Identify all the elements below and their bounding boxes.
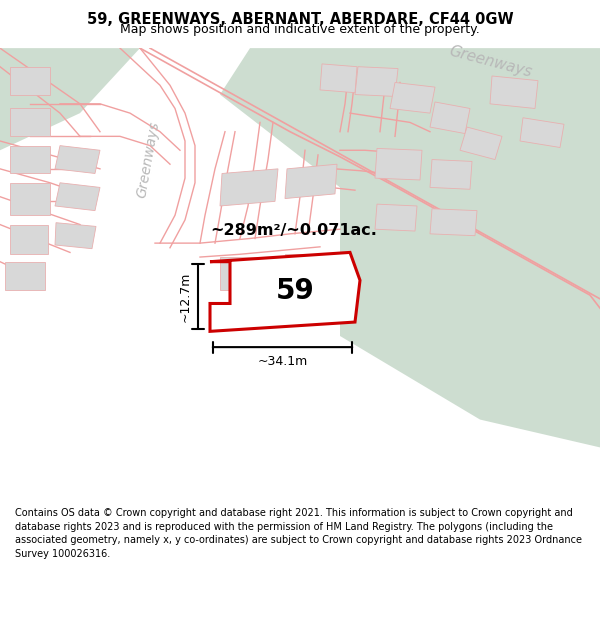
- Polygon shape: [0, 48, 140, 150]
- Polygon shape: [285, 164, 337, 199]
- Text: Greenways: Greenways: [134, 120, 161, 199]
- Polygon shape: [320, 64, 357, 92]
- Polygon shape: [220, 169, 278, 206]
- Polygon shape: [285, 254, 340, 285]
- Polygon shape: [460, 127, 502, 159]
- Polygon shape: [55, 146, 100, 174]
- Polygon shape: [430, 159, 472, 189]
- Polygon shape: [10, 146, 50, 174]
- Text: ~34.1m: ~34.1m: [257, 354, 308, 367]
- Polygon shape: [210, 253, 360, 331]
- Text: Greenways: Greenways: [447, 44, 533, 81]
- Polygon shape: [430, 209, 477, 236]
- Polygon shape: [390, 82, 435, 113]
- Polygon shape: [55, 182, 100, 211]
- Polygon shape: [430, 102, 470, 134]
- Polygon shape: [10, 224, 48, 254]
- Text: ~289m²/~0.071ac.: ~289m²/~0.071ac.: [210, 224, 377, 239]
- Polygon shape: [375, 204, 417, 231]
- Text: 59: 59: [275, 278, 314, 306]
- Polygon shape: [375, 148, 422, 180]
- Polygon shape: [10, 182, 50, 215]
- Polygon shape: [10, 109, 50, 136]
- Text: Map shows position and indicative extent of the property.: Map shows position and indicative extent…: [120, 23, 480, 36]
- Text: ~12.7m: ~12.7m: [179, 271, 192, 322]
- Text: Contains OS data © Crown copyright and database right 2021. This information is : Contains OS data © Crown copyright and d…: [15, 508, 582, 559]
- Polygon shape: [55, 222, 96, 249]
- Polygon shape: [220, 48, 600, 448]
- Text: 59, GREENWAYS, ABERNANT, ABERDARE, CF44 0GW: 59, GREENWAYS, ABERNANT, ABERDARE, CF44 …: [86, 12, 514, 27]
- Polygon shape: [220, 257, 280, 289]
- Polygon shape: [520, 118, 564, 148]
- Polygon shape: [5, 262, 45, 289]
- Polygon shape: [490, 76, 538, 109]
- Polygon shape: [10, 67, 50, 94]
- Polygon shape: [355, 67, 398, 96]
